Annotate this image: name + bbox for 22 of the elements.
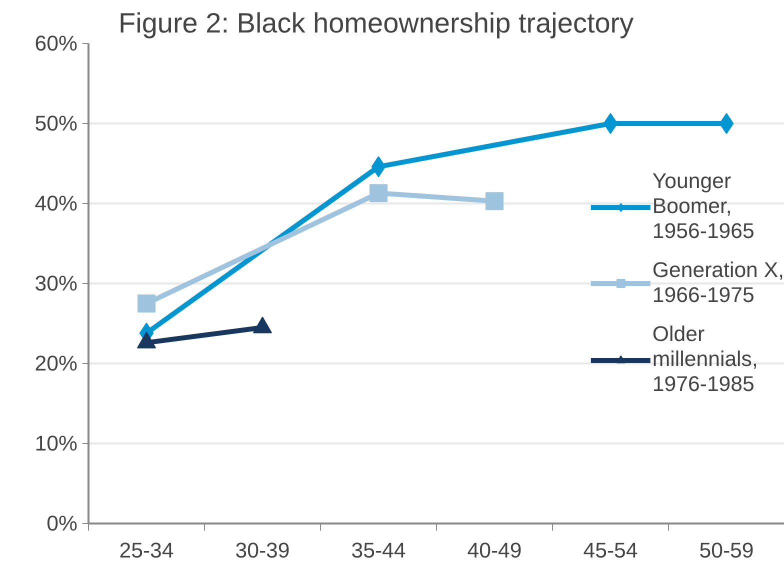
chart-title: Figure 2: Black homeownership trajectory	[118, 8, 634, 38]
x-tick-label: 30-39	[235, 538, 290, 562]
x-tick-label: 25-34	[119, 538, 174, 562]
y-tick-label: 10%	[34, 432, 78, 456]
y-tick-label: 40%	[34, 192, 78, 216]
y-tick-label: 60%	[34, 32, 78, 56]
y-tick-label: 50%	[34, 112, 78, 136]
legend-label: Generation X, 1966-1975	[652, 258, 784, 308]
x-tick-label: 45-54	[583, 538, 638, 562]
point	[370, 184, 388, 202]
x-tick-label: 40-49	[467, 538, 522, 562]
legend-label: Younger Boomer, 1956-1965	[652, 169, 754, 244]
y-tick-label: 0%	[46, 512, 78, 536]
y-tick-label: 30%	[34, 272, 78, 296]
legend-label: Older millennials, 1976-1985	[652, 322, 758, 397]
point	[486, 192, 504, 210]
x-tick-label: 50-59	[699, 538, 754, 562]
point	[719, 113, 734, 134]
x-tick-label: 35-44	[351, 538, 406, 562]
y-tick-label: 20%	[34, 352, 78, 376]
point	[138, 294, 156, 312]
point	[603, 113, 618, 134]
